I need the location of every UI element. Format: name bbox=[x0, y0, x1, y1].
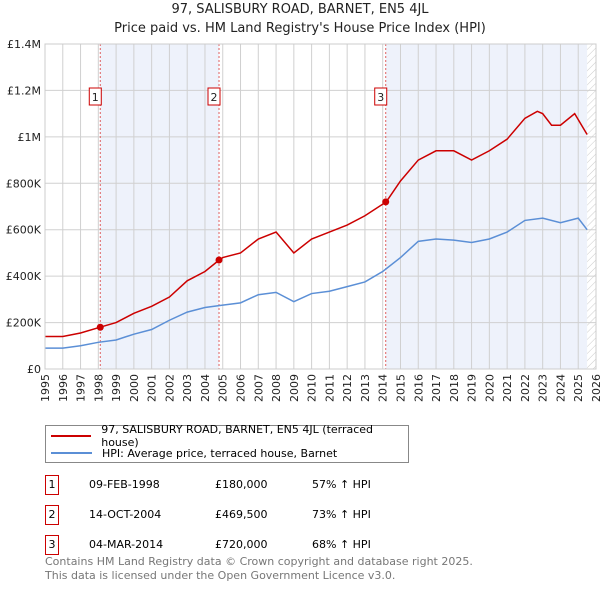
hatched-future-region bbox=[587, 44, 596, 369]
x-tick-label: 2019 bbox=[466, 374, 479, 402]
x-tick-label: 1995 bbox=[39, 374, 52, 402]
x-tick-label: 2003 bbox=[181, 374, 194, 402]
x-tick-label: 1999 bbox=[110, 374, 123, 402]
x-tick-label: 2001 bbox=[146, 374, 159, 402]
y-tick-label: £800K bbox=[6, 177, 42, 190]
legend-label-hpi: HPI: Average price, terraced house, Barn… bbox=[102, 446, 338, 460]
plot-area: 1995 1996 1997 1998 1999 2000 2001 2002 2003 2004… bbox=[6, 38, 600, 402]
property-price-line bbox=[45, 110, 588, 338]
sale-date: 04-MAR-2014 bbox=[89, 538, 164, 551]
sale-price: £469,500 bbox=[215, 508, 268, 521]
x-tick-label: 1998 bbox=[92, 374, 105, 402]
y-tick-label: £1.2M bbox=[7, 84, 41, 97]
legend-swatch-hpi bbox=[51, 452, 92, 454]
sale-hpi-change: 73% ↑ HPI bbox=[312, 508, 371, 521]
x-tick-label: 2010 bbox=[306, 374, 319, 402]
y-tick-label: £600K bbox=[6, 224, 42, 237]
x-tick-label: 2026 bbox=[590, 374, 600, 402]
y-tick-label: £200K bbox=[6, 317, 42, 330]
sale-point bbox=[382, 198, 390, 206]
sale-number: 1 bbox=[45, 475, 59, 495]
sale-badge bbox=[207, 87, 221, 106]
sale-point bbox=[96, 323, 104, 331]
x-tick-label: 2008 bbox=[270, 374, 283, 402]
shade-region-2 bbox=[385, 44, 588, 369]
sale-point bbox=[215, 256, 223, 264]
legend: 97, SALISBURY ROAD, BARNET, EN5 4JL (ter… bbox=[45, 423, 409, 463]
sale-date: 14-OCT-2004 bbox=[89, 508, 162, 521]
x-tick-label: 2012 bbox=[341, 374, 354, 402]
x-tick-label: 2021 bbox=[501, 374, 514, 402]
x-tick-label: 2017 bbox=[430, 374, 443, 402]
legend-swatch-property bbox=[51, 435, 92, 437]
y-tick-label: £1M bbox=[18, 131, 42, 144]
x-tick-label: 1996 bbox=[57, 374, 70, 402]
sale-price: £180,000 bbox=[215, 478, 268, 491]
sale-badge bbox=[88, 87, 102, 106]
sale-hpi-change: 68% ↑ HPI bbox=[312, 538, 371, 551]
sale-badge-label: 2 bbox=[211, 91, 218, 104]
x-tick-label: 2020 bbox=[483, 374, 496, 402]
x-tick-label: 2022 bbox=[519, 374, 532, 402]
x-tick-label: 2018 bbox=[448, 374, 461, 402]
footer: Contains HM Land Registry data © Crown c… bbox=[45, 555, 473, 583]
chart-title: 97, SALISBURY ROAD, BARNET, EN5 4JL bbox=[171, 2, 429, 17]
y-tick-label: £1.4M bbox=[7, 38, 41, 51]
x-tick-label: 2004 bbox=[199, 374, 212, 402]
x-tick-label: 2013 bbox=[359, 374, 372, 402]
plot-border bbox=[44, 43, 597, 370]
x-tick-label: 2025 bbox=[572, 374, 585, 402]
x-tick-label: 2000 bbox=[128, 374, 141, 402]
x-tick-label: 2011 bbox=[323, 374, 336, 402]
sale-badge-label: 3 bbox=[377, 91, 384, 104]
x-tick-label: 2016 bbox=[412, 374, 425, 402]
chart-subtitle: Price paid vs. HM Land Registry's House … bbox=[114, 21, 486, 36]
sale-number: 3 bbox=[45, 535, 59, 555]
x-tick-label: 2014 bbox=[377, 374, 390, 402]
footer-line-2: This data is licensed under the Open Gov… bbox=[45, 569, 396, 582]
sale-badge bbox=[374, 87, 388, 106]
x-tick-label: 2007 bbox=[252, 374, 265, 402]
x-tick-label: 2005 bbox=[217, 374, 230, 402]
x-tick-label: 2023 bbox=[537, 374, 550, 402]
y-tick-label: £400K bbox=[6, 270, 42, 283]
x-tick-label: 2006 bbox=[235, 374, 248, 402]
hpi-line bbox=[45, 217, 588, 349]
x-tick-label: 1997 bbox=[75, 374, 88, 402]
x-tick-label: 2015 bbox=[394, 374, 407, 402]
y-tick-label: £0 bbox=[27, 363, 41, 376]
footer-line-1: Contains HM Land Registry data © Crown c… bbox=[45, 555, 473, 568]
sale-badge-label: 1 bbox=[92, 91, 99, 104]
x-tick-label: 2024 bbox=[554, 374, 567, 402]
x-tick-label: 2002 bbox=[163, 374, 176, 402]
sale-price: £720,000 bbox=[215, 538, 268, 551]
shade-region-1 bbox=[100, 44, 220, 369]
sale-date: 09-FEB-1998 bbox=[89, 478, 160, 491]
sale-hpi-change: 57% ↑ HPI bbox=[312, 478, 371, 491]
legend-label-property: 97, SALISBURY ROAD, BARNET, EN5 4JL (ter… bbox=[101, 423, 374, 449]
x-tick-label: 2009 bbox=[288, 374, 301, 402]
sale-number: 2 bbox=[45, 505, 59, 525]
